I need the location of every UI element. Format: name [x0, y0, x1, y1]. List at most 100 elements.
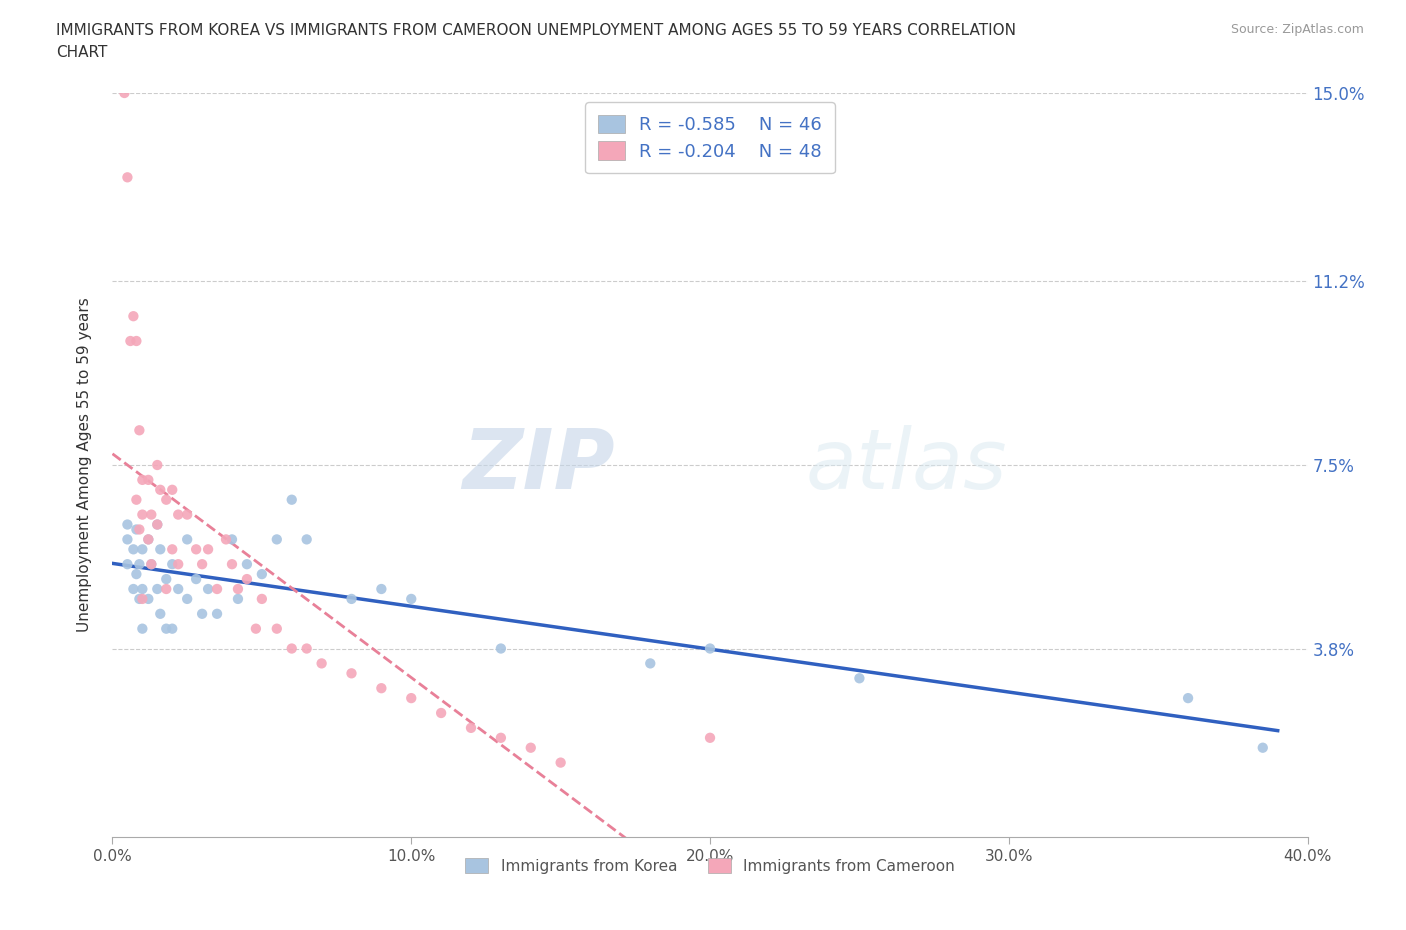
- Point: [167, 557, 190, 572]
- Legend: Immigrants from Korea, Immigrants from Cameroon: Immigrants from Korea, Immigrants from C…: [458, 850, 962, 882]
- Point: [489, 730, 512, 745]
- Point: [191, 606, 214, 621]
- Point: [221, 532, 243, 547]
- Point: [215, 532, 238, 547]
- Point: [128, 522, 150, 537]
- Text: atlas: atlas: [806, 424, 1007, 506]
- Point: [266, 532, 288, 547]
- Point: [340, 591, 363, 606]
- Point: [295, 532, 318, 547]
- Point: [117, 532, 139, 547]
- Point: [155, 621, 177, 636]
- Point: [370, 681, 392, 696]
- Y-axis label: Unemployment Among Ages 55 to 59 years: Unemployment Among Ages 55 to 59 years: [77, 298, 91, 632]
- Point: [149, 542, 172, 557]
- Point: [401, 591, 423, 606]
- Point: [146, 458, 169, 472]
- Point: [245, 621, 267, 636]
- Point: [266, 621, 288, 636]
- Point: [114, 86, 135, 100]
- Point: [120, 334, 142, 349]
- Point: [281, 492, 304, 507]
- Point: [186, 542, 208, 557]
- Point: [1251, 740, 1274, 755]
- Point: [281, 641, 304, 656]
- Point: [146, 517, 169, 532]
- Point: [138, 591, 160, 606]
- Point: [128, 591, 150, 606]
- Point: [122, 581, 145, 596]
- Point: [460, 721, 482, 736]
- Point: [550, 755, 572, 770]
- Point: [131, 507, 153, 522]
- Point: [186, 572, 208, 587]
- Point: [176, 591, 198, 606]
- Point: [138, 472, 160, 487]
- Point: [226, 581, 249, 596]
- Point: [149, 483, 172, 498]
- Point: [236, 572, 259, 587]
- Point: [205, 581, 228, 596]
- Point: [122, 309, 145, 324]
- Point: [162, 621, 183, 636]
- Point: [197, 581, 219, 596]
- Point: [155, 572, 177, 587]
- Point: [236, 557, 259, 572]
- Point: [131, 591, 153, 606]
- Point: [117, 170, 139, 185]
- Point: [117, 517, 139, 532]
- Point: [205, 606, 228, 621]
- Point: [162, 542, 183, 557]
- Point: [117, 557, 139, 572]
- Point: [125, 522, 148, 537]
- Point: [250, 566, 273, 581]
- Point: [149, 606, 172, 621]
- Point: [141, 557, 163, 572]
- Text: Source: ZipAtlas.com: Source: ZipAtlas.com: [1230, 23, 1364, 36]
- Point: [340, 666, 363, 681]
- Point: [125, 492, 148, 507]
- Point: [155, 581, 177, 596]
- Point: [155, 492, 177, 507]
- Point: [489, 641, 512, 656]
- Point: [295, 641, 318, 656]
- Point: [520, 740, 543, 755]
- Point: [162, 557, 183, 572]
- Point: [141, 557, 163, 572]
- Point: [197, 542, 219, 557]
- Text: CHART: CHART: [56, 45, 108, 60]
- Point: [131, 581, 153, 596]
- Point: [122, 542, 145, 557]
- Point: [311, 656, 333, 671]
- Point: [699, 730, 721, 745]
- Point: [141, 507, 163, 522]
- Point: [125, 566, 148, 581]
- Point: [250, 591, 273, 606]
- Point: [699, 641, 721, 656]
- Point: [167, 507, 190, 522]
- Point: [370, 581, 392, 596]
- Point: [226, 591, 249, 606]
- Point: [128, 557, 150, 572]
- Point: [1177, 691, 1199, 706]
- Point: [131, 472, 153, 487]
- Point: [138, 532, 160, 547]
- Point: [176, 507, 198, 522]
- Point: [146, 581, 169, 596]
- Text: ZIP: ZIP: [461, 424, 614, 506]
- Point: [146, 517, 169, 532]
- Point: [167, 581, 190, 596]
- Point: [131, 542, 153, 557]
- Point: [221, 557, 243, 572]
- Point: [125, 334, 148, 349]
- Point: [131, 621, 153, 636]
- Text: IMMIGRANTS FROM KOREA VS IMMIGRANTS FROM CAMEROON UNEMPLOYMENT AMONG AGES 55 TO : IMMIGRANTS FROM KOREA VS IMMIGRANTS FROM…: [56, 23, 1017, 38]
- Point: [430, 706, 453, 721]
- Point: [162, 483, 183, 498]
- Point: [640, 656, 662, 671]
- Point: [176, 532, 198, 547]
- Point: [848, 671, 870, 685]
- Point: [128, 423, 150, 438]
- Point: [191, 557, 214, 572]
- Point: [138, 532, 160, 547]
